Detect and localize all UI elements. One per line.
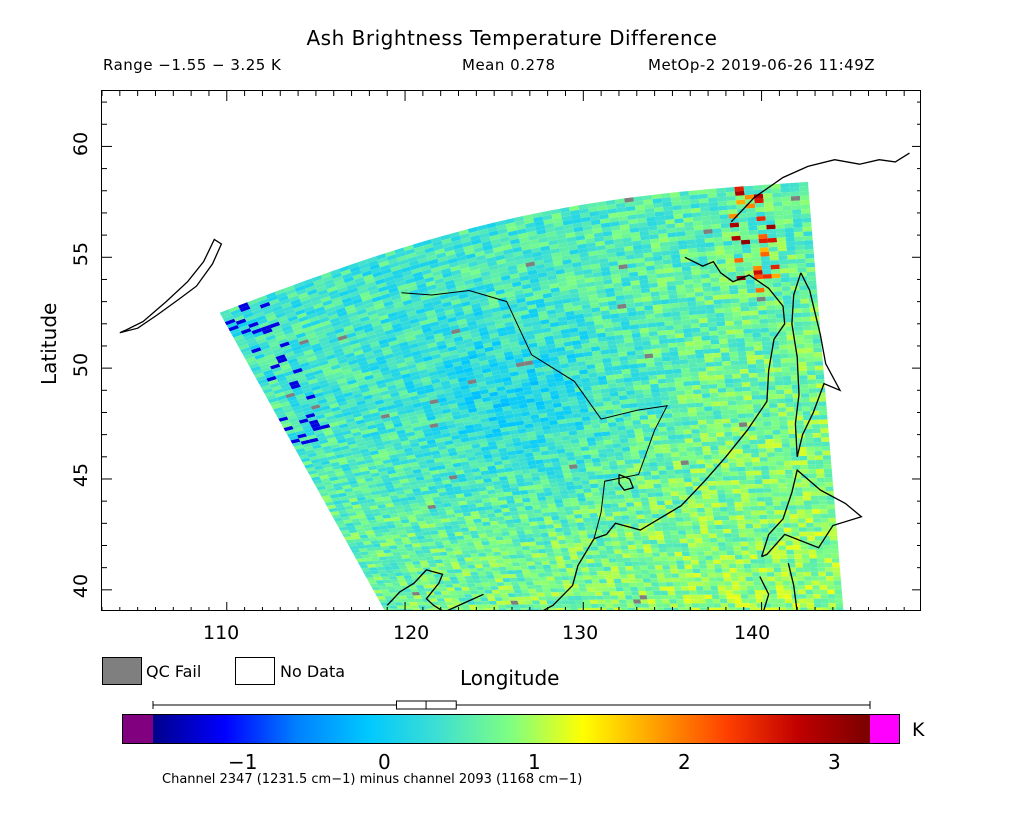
colorbar-over-swatch — [870, 714, 900, 744]
lon-tick-130: 130 — [562, 622, 599, 644]
lat-tick-55: 55 — [70, 241, 92, 267]
lon-tick-110: 110 — [203, 622, 240, 644]
coastline-7 — [542, 538, 595, 610]
instrument-text: MetOp-2 2019-06-26 11:49Z — [648, 56, 876, 74]
lat-tick-60: 60 — [70, 131, 92, 157]
coastline-10 — [401, 289, 668, 539]
channel-footnote: Channel 2347 (1231.5 cm−1) minus channel… — [162, 772, 583, 787]
no-data-swatch — [235, 657, 275, 685]
cbar-tick-3: 3 — [828, 750, 841, 774]
mean-text: Mean 0.278 — [462, 56, 556, 74]
swath-layer — [219, 181, 844, 610]
lat-tick-50: 50 — [70, 352, 92, 378]
colorbar-unit: K — [912, 719, 925, 741]
no-data-label: No Data — [280, 662, 346, 681]
cbar-tick-0: 0 — [378, 750, 391, 774]
lon-tick-140: 140 — [734, 622, 771, 644]
coastline-layer — [119, 152, 910, 610]
lon-tick-120: 120 — [393, 622, 430, 644]
range-text: Range −1.55 − 3.25 K — [103, 56, 282, 74]
distribution-boxplot — [152, 700, 871, 710]
lat-tick-45: 45 — [70, 462, 92, 488]
colorbar-under-swatch — [122, 714, 153, 744]
coastline-3 — [791, 272, 842, 457]
tick-layer — [102, 91, 920, 610]
coastline-0 — [119, 238, 223, 334]
map-plot-area[interactable] — [101, 90, 921, 611]
coastline-5 — [759, 576, 770, 610]
cbar-tick-2: 2 — [678, 750, 691, 774]
colorbar — [122, 714, 900, 744]
coastline-6 — [787, 563, 798, 610]
cbar-tick-neg1: −1 — [228, 750, 258, 774]
coastline-2 — [593, 256, 786, 540]
x-axis-title: Longitude — [460, 666, 560, 690]
coastline-9 — [618, 473, 635, 491]
map-svg — [102, 91, 920, 610]
cbar-tick-1: 1 — [528, 750, 541, 774]
lat-tick-40: 40 — [70, 573, 92, 599]
qc-fail-label: QC Fail — [146, 662, 202, 681]
coastline-8 — [386, 569, 484, 610]
chart-title: Ash Brightness Temperature Difference — [306, 26, 718, 50]
qc-fail-swatch — [102, 657, 142, 685]
coastline-4 — [760, 468, 863, 558]
y-axis-title: Latitude — [37, 302, 61, 385]
coastline-1 — [730, 152, 910, 223]
colorbar-gradient — [153, 714, 870, 744]
